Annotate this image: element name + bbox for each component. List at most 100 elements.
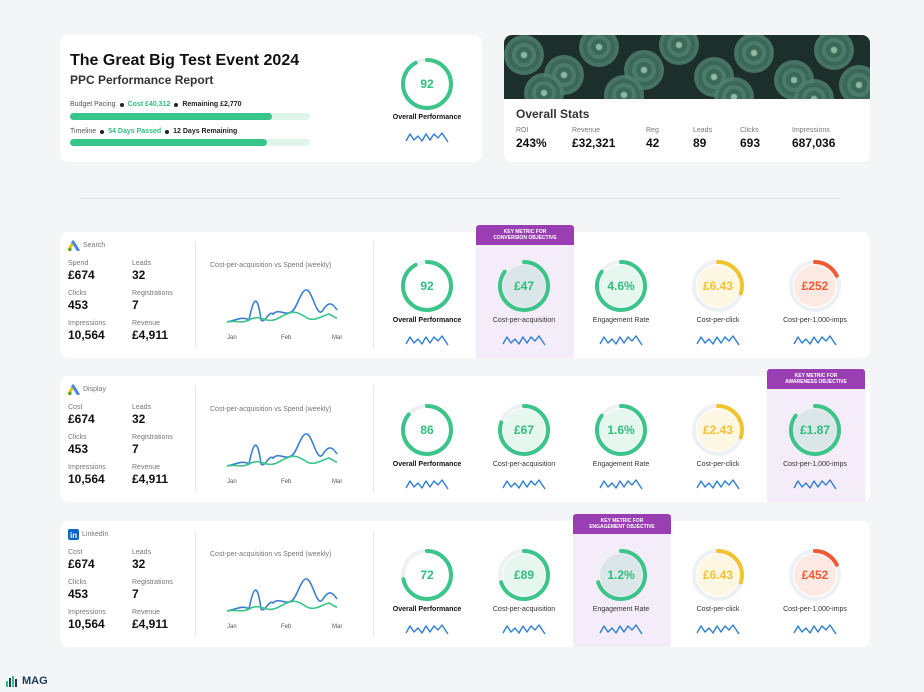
- channel-stat: Impressions 10,564: [68, 609, 106, 631]
- channel-stat-label: Impressions: [68, 320, 106, 327]
- overall-stat-roi: ROI 243%: [516, 127, 547, 150]
- channel-stat: Registrations 7: [132, 290, 173, 312]
- gauge-inner: [406, 409, 448, 451]
- channel-stat: Clicks 453: [68, 579, 88, 601]
- sparkline-path: [502, 479, 546, 490]
- channel-stat-value: £4,911: [132, 328, 169, 342]
- succulent-center: [811, 96, 817, 99]
- chart-x-label: Mar: [332, 624, 343, 630]
- gauge-value: £2.43: [702, 423, 734, 437]
- succulent-center: [641, 67, 647, 73]
- channel-stat-label: Registrations: [132, 434, 173, 441]
- bullet-icon: [165, 129, 170, 134]
- sparkline: [502, 479, 546, 490]
- channel-name: Display: [83, 386, 106, 393]
- gauge-inner: [794, 409, 836, 451]
- sparkline-path: [793, 624, 837, 635]
- metric-gauge-1: £67 Cost-per-acquisition: [477, 402, 571, 491]
- sparkline: [599, 479, 643, 490]
- chart-x-label: Jan: [227, 479, 237, 485]
- sparkline-path: [599, 479, 643, 490]
- gauge-label: Engagement Rate: [592, 317, 650, 324]
- gauge-value: 1.2%: [607, 568, 635, 582]
- overall-performance-gauge: 92 Overall Performance: [380, 57, 474, 144]
- report-subtitle: PPC Performance Report: [70, 73, 214, 87]
- channel-stat-value: £674: [68, 412, 95, 426]
- google-ads-icon: [68, 384, 80, 395]
- gauge-inner: [503, 265, 545, 307]
- chart-x-label: Feb: [281, 624, 292, 630]
- channel-stat-value: 10,564: [68, 472, 105, 486]
- gauge-arc: [789, 404, 841, 456]
- succulent-center: [791, 77, 797, 83]
- column-divider: [373, 531, 374, 637]
- gauge-value: 92: [420, 279, 434, 293]
- channel-stat-label: Clicks: [68, 579, 87, 586]
- bullet-icon: [119, 102, 124, 107]
- gauge-arc: [498, 260, 550, 312]
- bullet-icon: [174, 102, 179, 107]
- timeline-remaining: 12 Days Remaining: [173, 128, 238, 135]
- metric-gauge-0: 86 Overall Performance: [380, 402, 474, 491]
- cpa-vs-spend-chart-title: Cost-per-acquisition vs Spend (weekly): [210, 551, 332, 558]
- gauge-arc: [595, 404, 647, 456]
- timeline-progress-bar: [70, 139, 310, 146]
- stat-value: 89: [693, 136, 707, 150]
- sparkline: [405, 132, 449, 143]
- gauge-inner: [697, 554, 739, 596]
- channel-card-search: KEY METRIC FOR CONVERSION OBJECTIVE Search…: [60, 225, 870, 358]
- channel-stat-value: £4,911: [132, 472, 169, 486]
- gauge-ring: [595, 260, 647, 312]
- gauge-ring: [595, 549, 647, 601]
- channel-stat-value: £674: [68, 557, 95, 571]
- channel-stat-label: Revenue: [132, 609, 161, 616]
- succulent-center: [621, 92, 627, 98]
- channel-stat: Registrations 7: [132, 434, 173, 456]
- sparkline-path: [696, 335, 740, 346]
- channel-stat-value: 32: [132, 412, 146, 426]
- cpa-series-line: [226, 455, 338, 467]
- sparkline: [696, 479, 740, 490]
- key-metric-highlight: [573, 521, 671, 647]
- channel-stat-label: Impressions: [68, 464, 106, 471]
- gauge-arc: [401, 549, 453, 601]
- sparkline-path: [599, 624, 643, 635]
- timeline-label: Timeline: [70, 128, 97, 135]
- gauge-arc: [692, 549, 744, 601]
- gauge-inner: [794, 265, 836, 307]
- section-divider: [80, 198, 840, 199]
- key-metric-badge: KEY METRIC FOR ENGAGEMENT OBJECTIVE: [573, 514, 671, 534]
- gauge-label: Cost-per-1,000-imps: [783, 461, 847, 468]
- gauge-label: Cost-per-acquisition: [492, 317, 556, 324]
- gauge-arc: [498, 549, 550, 601]
- key-metric-highlight: [476, 232, 574, 358]
- succulent-center: [751, 50, 757, 56]
- budget-progress-bar: [70, 113, 310, 120]
- sparkline-path: [793, 335, 837, 346]
- channel-stat: Revenue £4,911: [132, 464, 168, 486]
- channel-card-display: KEY METRIC FOR AWARENESS OBJECTIVE Display…: [60, 369, 870, 502]
- succulent-center: [831, 47, 837, 53]
- gauge-inner: [600, 265, 642, 307]
- gauge-value: 1.6%: [607, 423, 635, 437]
- channel-stat-value: £4,911: [132, 617, 169, 631]
- budget-remaining: Remaining £2,770: [182, 101, 242, 108]
- channel-stat: Clicks 453: [68, 434, 88, 456]
- channel-stat-label: Clicks: [68, 290, 87, 297]
- succulent-center: [596, 44, 602, 50]
- channel-stat-label: Cost: [68, 549, 83, 556]
- channel-stat-value: 10,564: [68, 328, 105, 342]
- succulent-center: [731, 94, 737, 99]
- key-metric-highlight: [767, 376, 865, 502]
- gauge-label: Cost-per-click: [696, 606, 740, 613]
- chart-x-label: Feb: [281, 335, 292, 341]
- sparkline-path: [696, 479, 740, 490]
- gauge-ring: [498, 260, 550, 312]
- channel-stat-label: Leads: [132, 404, 152, 411]
- gauge-ring: [498, 549, 550, 601]
- badge-line: CONVERSION OBJECTIVE: [493, 235, 557, 241]
- key-metric-badge: KEY METRIC FOR CONVERSION OBJECTIVE: [476, 225, 574, 245]
- metric-gauge-3: £2.43 Cost-per-click: [671, 402, 765, 491]
- sparkline-path: [405, 624, 449, 635]
- column-divider: [373, 386, 374, 492]
